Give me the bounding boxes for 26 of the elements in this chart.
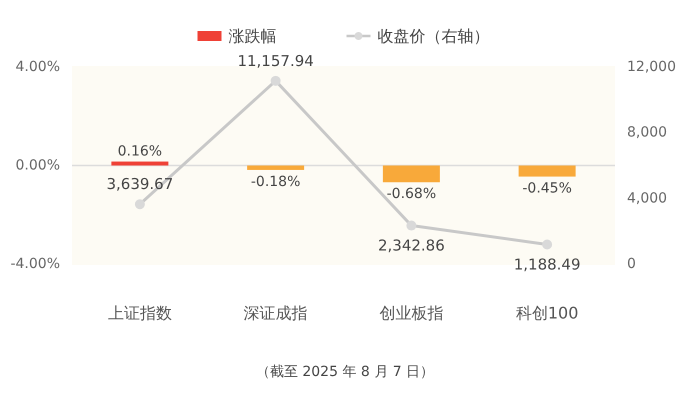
point — [134, 199, 145, 210]
point — [542, 239, 552, 250]
data-label: -0.18% — [250, 174, 300, 190]
text: （截至 2025 年 8 月 7 日） — [256, 364, 434, 380]
data-label: -0.45% — [522, 180, 572, 197]
x-tick-label: 创业板指 — [379, 304, 444, 322]
data-label: 1,188.49 — [514, 255, 581, 274]
data-label: 3,639.67 — [106, 175, 174, 194]
x-tick-label: 上证指数 — [108, 304, 172, 322]
y-tick-label: -4.00% — [10, 256, 60, 272]
y2-tick-label: 8,000 — [627, 124, 668, 141]
data-label: -0.68% — [386, 186, 436, 202]
data-label: 11,157.94 — [237, 52, 314, 70]
y-tick-label: 0.00% — [16, 158, 60, 174]
x-tick-label: 科创100 — [516, 304, 578, 322]
point — [406, 220, 416, 231]
y2-tick-label: 0 — [627, 256, 636, 272]
x-tick-label: 深证成指 — [244, 304, 308, 322]
y2-tick-label: 12,000 — [627, 59, 676, 75]
data-label: 0.16% — [118, 144, 162, 160]
y-tick-label: 4.00% — [16, 59, 60, 75]
y2-tick-label: 4,000 — [627, 190, 668, 206]
legend-label: 收盘价（右轴） — [378, 26, 490, 46]
point — [270, 76, 281, 86]
legend-label: 涨跌幅 — [228, 26, 276, 46]
data-label: 2,342.86 — [378, 236, 445, 255]
